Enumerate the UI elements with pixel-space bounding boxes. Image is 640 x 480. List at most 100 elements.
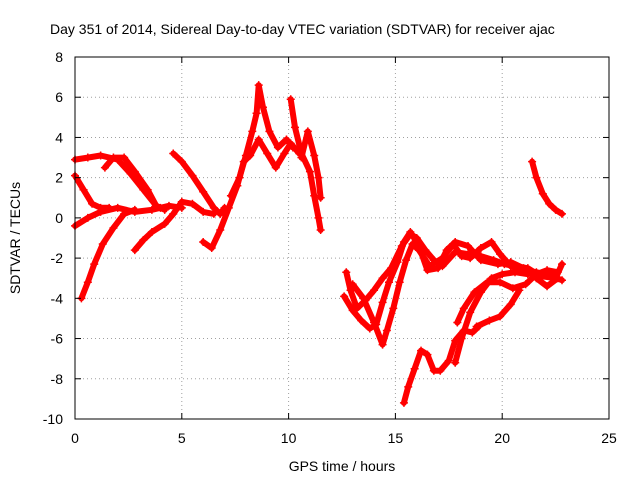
- data-point: [521, 280, 530, 289]
- data-point: [378, 274, 387, 283]
- data-point: [434, 264, 443, 273]
- data-point: [147, 205, 156, 214]
- y-tick-label: 8: [55, 49, 63, 65]
- data-point: [399, 398, 408, 407]
- data-point: [384, 278, 393, 287]
- data-point: [532, 173, 541, 182]
- data-point: [79, 185, 88, 194]
- y-tick-label: 0: [55, 210, 63, 226]
- markers-arc7: [169, 149, 229, 218]
- data-point: [254, 135, 263, 144]
- data-point: [528, 157, 537, 166]
- data-point: [156, 203, 165, 212]
- data-point: [408, 240, 417, 249]
- data-point: [496, 312, 505, 321]
- data-point: [487, 238, 496, 247]
- data-point: [466, 254, 475, 263]
- markers-arc9: [226, 81, 297, 200]
- data-point: [506, 300, 515, 309]
- data-point: [314, 173, 323, 182]
- data-point: [90, 260, 99, 269]
- data-point: [459, 304, 468, 313]
- data-point: [130, 246, 139, 255]
- data-point: [288, 143, 297, 152]
- data-point: [88, 199, 97, 208]
- x-tick-label: 10: [281, 430, 297, 446]
- data-point: [199, 238, 208, 247]
- data-point: [457, 334, 466, 343]
- data-point: [423, 350, 432, 359]
- series-layer: [71, 81, 567, 407]
- data-point: [199, 187, 208, 196]
- data-point: [130, 167, 139, 176]
- data-point: [188, 199, 197, 208]
- data-point: [348, 306, 357, 315]
- data-point: [297, 153, 306, 162]
- data-point: [551, 205, 560, 214]
- data-point: [425, 262, 434, 271]
- chart-title: Day 351 of 2014, Sidereal Day-to-day VTE…: [50, 21, 555, 37]
- data-point: [83, 278, 92, 287]
- data-point: [216, 209, 225, 218]
- data-point: [523, 270, 532, 279]
- x-tick-label: 5: [178, 430, 186, 446]
- data-point: [83, 153, 92, 162]
- data-point: [271, 163, 280, 172]
- x-tick-label: 25: [601, 430, 617, 446]
- data-point: [199, 207, 208, 216]
- data-point: [98, 240, 107, 249]
- data-point: [139, 236, 148, 245]
- data-point: [100, 163, 109, 172]
- data-point: [282, 135, 291, 144]
- data-point: [444, 356, 453, 365]
- data-point: [493, 260, 502, 269]
- data-point: [378, 298, 387, 307]
- data-point: [280, 149, 289, 158]
- data-point: [457, 252, 466, 261]
- data-point: [310, 191, 319, 200]
- y-tick-label: 2: [55, 170, 63, 186]
- data-point: [235, 173, 244, 182]
- data-point: [152, 201, 161, 210]
- data-point: [382, 326, 391, 335]
- data-point: [476, 256, 485, 265]
- data-point: [209, 203, 218, 212]
- data-point: [558, 260, 567, 269]
- markers-arc14: [348, 238, 562, 349]
- markers-arc5: [100, 153, 165, 212]
- tick-labels: 0 5 10 15 20 25 -10 -8 -6 -4 -2 0 2 4 6 8: [43, 49, 617, 446]
- data-point: [109, 223, 118, 232]
- data-point: [207, 244, 216, 253]
- markers-arc15: [399, 322, 483, 407]
- data-point: [169, 149, 178, 158]
- markers-arc17: [453, 266, 562, 327]
- data-point: [113, 203, 122, 212]
- axis-ticks: [74, 56, 610, 420]
- data-series-arc18: [473, 287, 523, 330]
- data-point: [464, 242, 473, 251]
- y-tick-label: -4: [51, 290, 64, 306]
- data-point: [340, 292, 349, 301]
- data-point: [160, 219, 169, 228]
- data-point: [357, 316, 366, 325]
- data-point: [545, 199, 554, 208]
- data-point: [120, 153, 129, 162]
- data-point: [414, 246, 423, 255]
- data-point: [177, 197, 186, 206]
- data-point: [468, 328, 477, 337]
- data-series-arc19: [529, 158, 565, 217]
- data-point: [485, 316, 494, 325]
- data-point: [310, 151, 319, 160]
- data-point: [263, 149, 272, 158]
- data-point: [305, 167, 314, 176]
- data-point: [395, 278, 404, 287]
- data-point: [511, 268, 520, 277]
- x-axis-label: GPS time / hours: [289, 458, 396, 474]
- data-point: [258, 103, 267, 112]
- data-point: [438, 254, 447, 263]
- markers-arc4: [77, 205, 139, 303]
- data-point: [314, 213, 323, 222]
- data-point: [224, 203, 233, 212]
- data-point: [496, 278, 505, 287]
